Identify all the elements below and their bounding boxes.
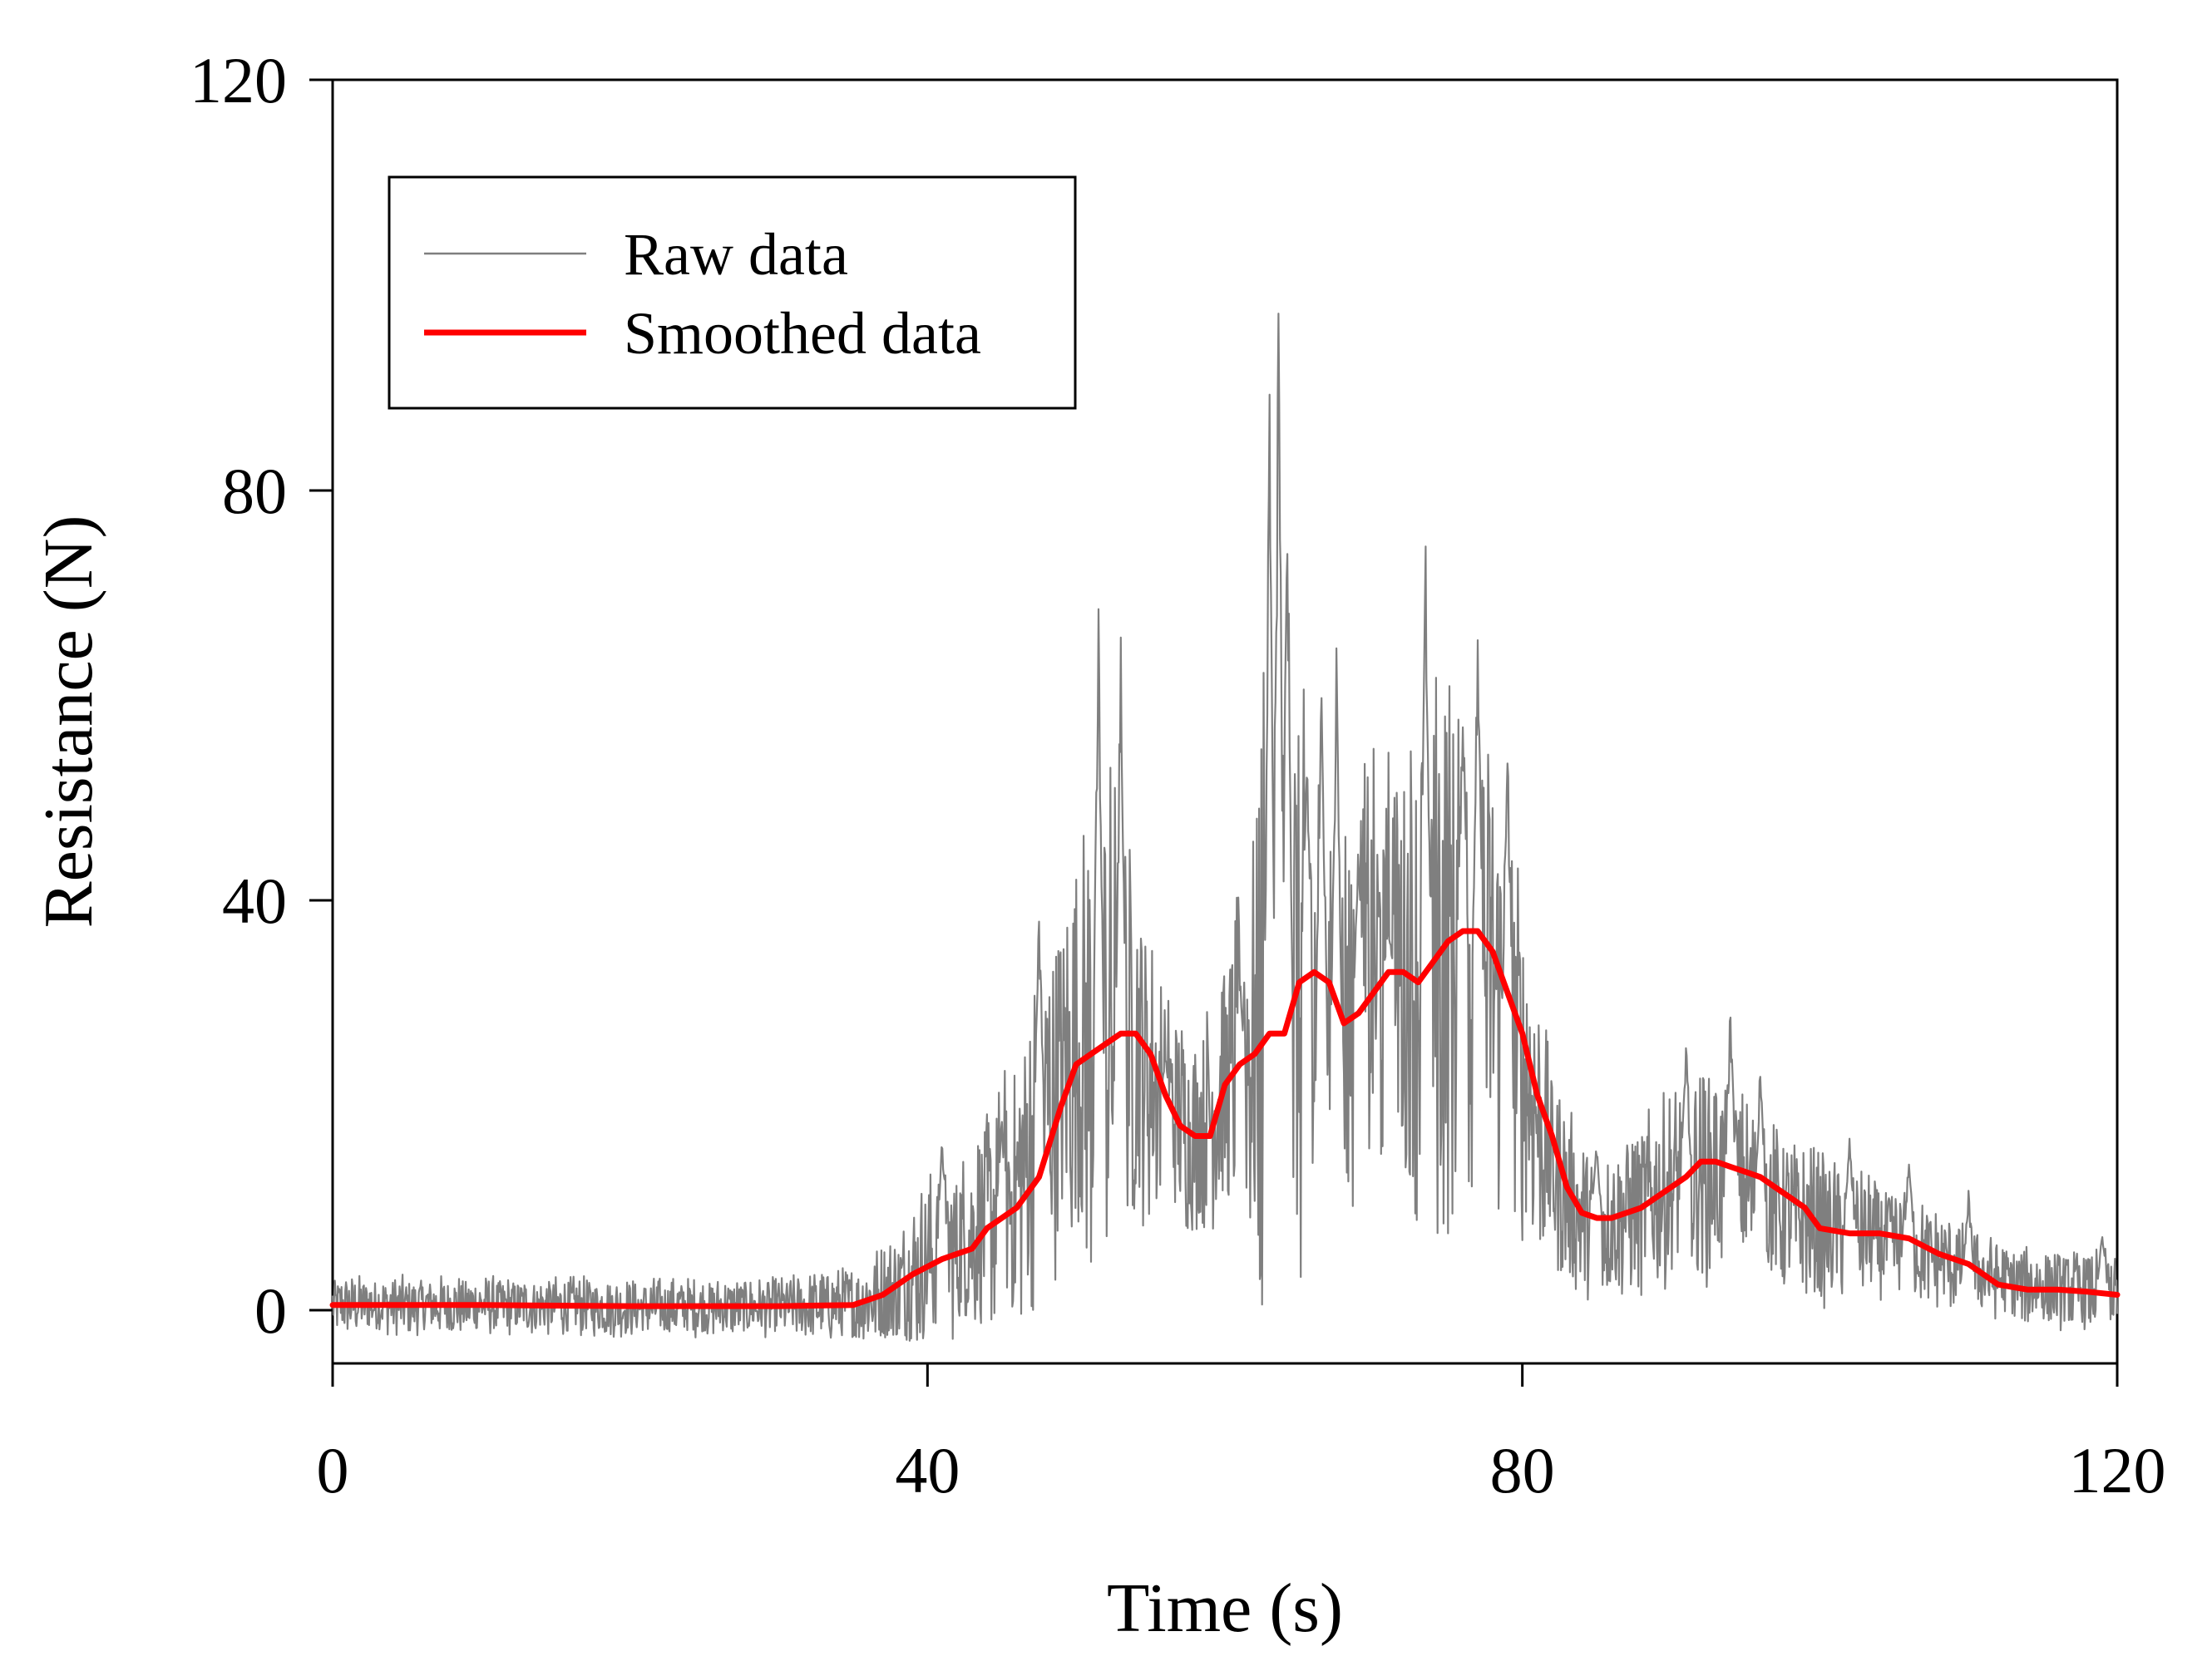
x-axis-ticks: 0 40 80 120 bbox=[317, 1363, 2166, 1506]
plot-frame bbox=[331, 78, 2119, 1365]
legend-box bbox=[388, 175, 1077, 410]
smoothed-data-line bbox=[329, 928, 2121, 1309]
x-tick-label: 80 bbox=[1490, 1434, 1555, 1506]
y-tick-label: 120 bbox=[190, 44, 287, 116]
x-tick-label: 0 bbox=[317, 1434, 349, 1506]
y-axis-title: Resistance (N) bbox=[30, 515, 107, 929]
x-axis-title: Time (s) bbox=[1107, 1570, 1343, 1647]
legend-raw-label: Raw data bbox=[624, 221, 848, 288]
y-tick-label: 40 bbox=[222, 865, 287, 937]
x-tick-label: 40 bbox=[895, 1434, 960, 1506]
raw-data-line bbox=[331, 313, 2119, 1342]
legend-smoothed-label: Smoothed data bbox=[624, 300, 981, 367]
y-tick-label: 0 bbox=[254, 1274, 287, 1347]
y-tick-label: 80 bbox=[222, 455, 287, 527]
x-tick-label: 120 bbox=[2069, 1434, 2166, 1506]
legend: Raw data Smoothed data bbox=[388, 175, 1077, 410]
y-axis-ticks: 0 40 80 120 bbox=[190, 44, 333, 1347]
